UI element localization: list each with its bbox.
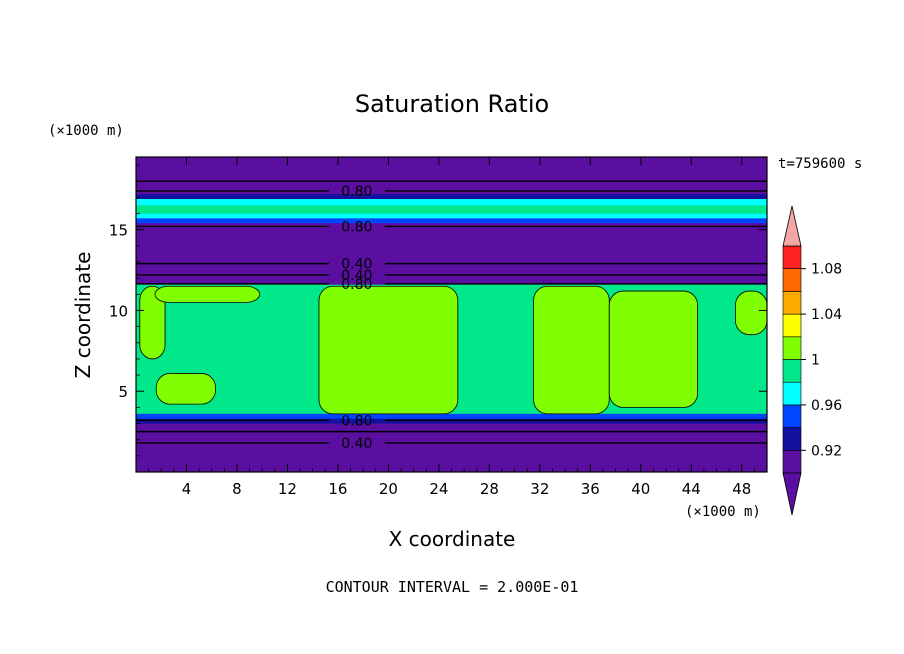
x-tick-label-32: 32 bbox=[530, 480, 549, 498]
band-7 bbox=[136, 205, 767, 214]
contour-label-5: 0.40 bbox=[341, 257, 372, 273]
x-tick-label-36: 36 bbox=[581, 480, 600, 498]
colorbar-segment-2 bbox=[782, 404, 802, 428]
band-0 bbox=[136, 423, 767, 472]
x-axis-label: X coordinate bbox=[389, 527, 516, 551]
patch-4 bbox=[533, 285, 610, 415]
contour-lines: 0.400.800.800.400.400.800.80 bbox=[136, 180, 767, 452]
contour-label-3: 0.80 bbox=[341, 277, 372, 293]
colorbar-segment-1 bbox=[782, 427, 802, 451]
colorbar-segment-9 bbox=[782, 245, 802, 270]
colorbar-segment-3 bbox=[782, 381, 802, 406]
colorbar-segment-7 bbox=[782, 291, 802, 315]
x-tick-label-16: 16 bbox=[328, 480, 347, 498]
x-tick-label-48: 48 bbox=[732, 480, 751, 498]
plot-area bbox=[136, 157, 768, 472]
x-tick-label-24: 24 bbox=[429, 480, 448, 498]
x-tick-label-20: 20 bbox=[379, 480, 398, 498]
contour-label-6: 0.80 bbox=[341, 219, 372, 235]
contour-label-2: 0.80 bbox=[341, 413, 372, 429]
colorbar: 0.92 0.96 1 1.04 1.08 bbox=[782, 205, 842, 516]
band-8 bbox=[136, 199, 767, 206]
colorbar-over-arrow bbox=[782, 205, 802, 247]
y-units-label: (×1000 m) bbox=[48, 123, 124, 139]
time-label: t=759600 s bbox=[778, 156, 862, 172]
colorbar-label-1: 0.96 bbox=[811, 398, 842, 414]
x-tick-label-44: 44 bbox=[682, 480, 701, 498]
colorbar-label-2: 1 bbox=[811, 353, 820, 369]
colorbar-under-arrow bbox=[782, 472, 802, 516]
band-5 bbox=[136, 218, 767, 224]
patch-1 bbox=[154, 285, 261, 303]
y-axis-label: Z coordinate bbox=[71, 252, 95, 379]
colorbar-segment-6 bbox=[782, 313, 802, 338]
patch-6 bbox=[735, 290, 768, 336]
x-tick-label-28: 28 bbox=[480, 480, 499, 498]
patch-5 bbox=[608, 290, 698, 408]
patch-3 bbox=[318, 285, 459, 415]
patch-0 bbox=[139, 285, 166, 360]
y-tick-label-15: 15 bbox=[109, 222, 128, 240]
y-tick-label-5: 5 bbox=[118, 383, 128, 401]
contour-label-7: 0.80 bbox=[341, 184, 372, 200]
colorbar-label-0: 0.92 bbox=[811, 443, 842, 459]
x-tick-label-12: 12 bbox=[278, 480, 297, 498]
y-tick-label-10: 10 bbox=[109, 302, 128, 320]
band-9 bbox=[136, 194, 767, 199]
colorbar-segment-8 bbox=[782, 268, 802, 292]
band-2 bbox=[136, 413, 767, 419]
contour-interval-footer: CONTOUR INTERVAL = 2.000E-01 bbox=[326, 578, 579, 596]
colorbar-segment-4 bbox=[782, 359, 802, 383]
band-10 bbox=[136, 157, 767, 195]
colorbar-segment-0 bbox=[782, 449, 802, 474]
x-tick-label-4: 4 bbox=[182, 480, 192, 498]
colorbar-label-4: 1.08 bbox=[811, 262, 842, 278]
chart-title: Saturation Ratio bbox=[355, 90, 549, 118]
band-1 bbox=[136, 418, 767, 424]
patch-2 bbox=[155, 373, 216, 405]
x-units-label: (×1000 m) bbox=[685, 504, 761, 520]
x-tick-label-8: 8 bbox=[232, 480, 242, 498]
colorbar-segment-5 bbox=[782, 336, 802, 360]
colorbar-label-3: 1.04 bbox=[811, 307, 842, 323]
x-tick-label-40: 40 bbox=[631, 480, 650, 498]
contour-label-0: 0.40 bbox=[341, 436, 372, 452]
band-6 bbox=[136, 213, 767, 219]
contour-label-4: 0.40 bbox=[341, 268, 372, 284]
